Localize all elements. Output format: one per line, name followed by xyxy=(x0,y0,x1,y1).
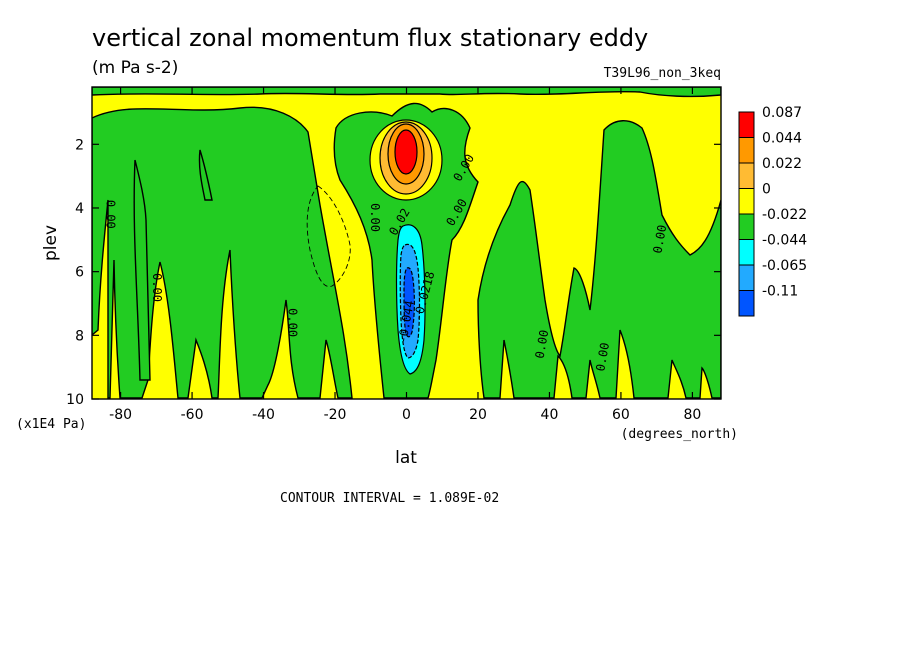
x-tick-label: 80 xyxy=(683,407,701,423)
legend-swatch xyxy=(738,213,755,240)
contour-label: 0.00 xyxy=(103,200,117,229)
x-tick-label: -40 xyxy=(252,407,275,423)
x-tick-label: -80 xyxy=(109,407,132,423)
y-tick-label: 4 xyxy=(75,201,84,217)
y-axis: 2 4 6 8 10 xyxy=(66,137,721,408)
y-tick-label: 6 xyxy=(75,265,84,281)
positive-core-red xyxy=(394,129,418,175)
x-tick-label: 40 xyxy=(541,407,559,423)
chart-title: vertical zonal momentum flux stationary … xyxy=(92,24,648,52)
contour-label: 0.00 xyxy=(650,224,669,255)
contour-label: 0.00 xyxy=(593,341,612,372)
dataset-label: T39L96_non_3keq xyxy=(604,66,721,81)
negative-region-east xyxy=(477,120,721,399)
legend-label: -0.022 xyxy=(762,207,807,223)
x-tick-label: 20 xyxy=(469,407,487,423)
legend-label: -0.11 xyxy=(762,284,798,300)
legend-label: 0.022 xyxy=(762,156,802,172)
legend-label: 0 xyxy=(762,182,771,198)
color-legend: 0.087 0.044 0.022 0 -0.022 -0.044 -0.065 -0.11 xyxy=(738,105,807,317)
legend-swatch xyxy=(738,188,755,215)
negative-region-west xyxy=(92,106,353,399)
legend-swatch xyxy=(738,290,755,317)
y-tick-label: 2 xyxy=(75,137,84,153)
chart-units: (m Pa s-2) xyxy=(92,58,178,78)
x-axis-label: lat xyxy=(395,448,417,468)
y-tick-label: 10 xyxy=(66,392,84,408)
legend-label: -0.065 xyxy=(762,258,807,274)
legend-swatch xyxy=(738,239,755,266)
contour-label: 0.00 xyxy=(533,329,552,360)
legend-label: 0.087 xyxy=(762,105,802,121)
legend-swatch xyxy=(738,137,755,164)
legend-swatch xyxy=(738,264,755,291)
contour-label: 0.00 xyxy=(286,308,300,337)
legend-swatch xyxy=(738,111,755,138)
x-axis-units: (degrees_north) xyxy=(621,427,738,442)
legend-label: 0.044 xyxy=(762,131,802,147)
plot-area xyxy=(92,87,721,399)
negative-core-deep xyxy=(403,267,415,338)
x-axis: -80 -60 -40 -20 0 20 40 60 80 xyxy=(109,87,701,423)
contour-label: 0.00 xyxy=(368,203,382,232)
x-tick-label: -60 xyxy=(181,407,204,423)
negative-region-west-fingers xyxy=(133,149,213,381)
dashed-contour-west xyxy=(306,185,351,287)
x-tick-label: -20 xyxy=(324,407,347,423)
legend-swatch xyxy=(738,162,755,189)
y-tick-label: 8 xyxy=(75,328,84,344)
contour-label: 0.00 xyxy=(150,273,164,302)
y-axis-label: plev xyxy=(41,225,61,261)
contour-interval-note: CONTOUR INTERVAL = 1.089E-02 xyxy=(280,491,499,506)
x-tick-label: 0 xyxy=(402,407,411,423)
y-axis-units: (x1E4 Pa) xyxy=(16,417,86,432)
x-tick-label: 60 xyxy=(612,407,630,423)
legend-label: -0.044 xyxy=(762,233,807,249)
